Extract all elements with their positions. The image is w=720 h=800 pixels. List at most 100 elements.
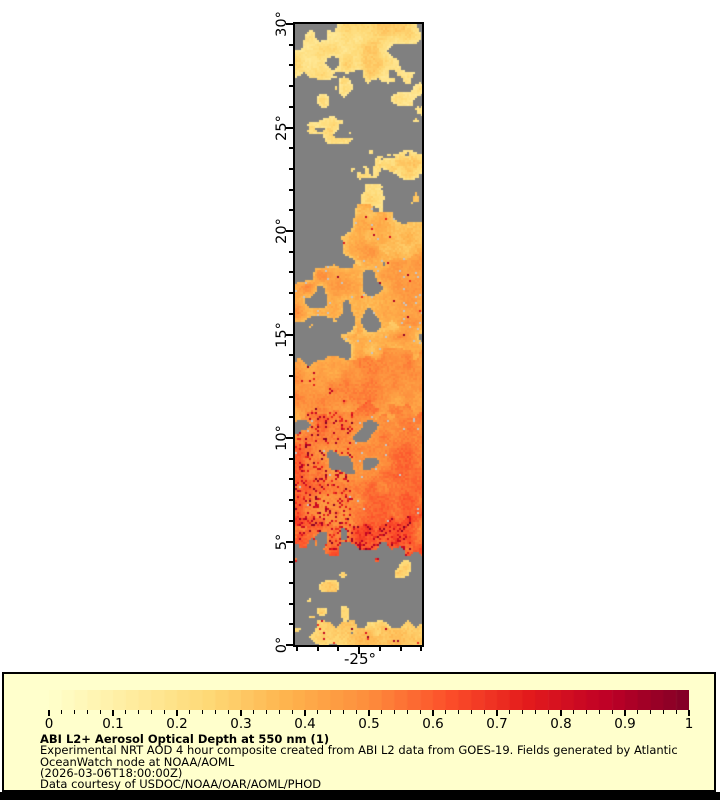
y-axis-major-tick	[286, 230, 293, 232]
y-axis-minor-tick	[289, 581, 293, 584]
y-axis-minor-tick	[289, 478, 293, 481]
y-axis-minor-tick	[289, 43, 293, 46]
y-axis-minor-tick	[289, 85, 293, 88]
colorbar-minor-tick	[458, 710, 460, 714]
colorbar-major-tick	[112, 710, 114, 716]
y-axis-minor-tick	[289, 395, 293, 398]
legend-panel: 0 0.1 0.2 0.3 0.4 0.5 0.6 0.7 0.8 0.9 1 ABI L2+ Ae…	[2, 672, 716, 792]
colorbar-minor-tick	[61, 710, 63, 714]
colorbar-major-tick	[368, 710, 370, 716]
colorbar-tick-label: 0	[44, 716, 54, 732]
y-axis-minor-tick	[289, 519, 293, 522]
colorbar-tick-label: 0.1	[102, 716, 124, 732]
y-axis-minor-tick	[289, 64, 293, 67]
colorbar-major-tick	[304, 710, 306, 716]
colorbar-minor-tick	[470, 710, 472, 714]
colorbar-minor-tick	[509, 710, 511, 714]
y-axis-major-tick	[286, 644, 293, 646]
x-axis-minor-tick	[378, 647, 381, 651]
legend-line-1: Experimental NRT AOD 4 hour composite cr…	[40, 743, 678, 758]
x-axis-minor-tick	[399, 647, 402, 651]
y-axis-label: 0°	[274, 636, 290, 654]
y-axis-minor-tick	[289, 354, 293, 357]
y-axis-minor-tick	[289, 167, 293, 170]
colorbar-minor-tick	[253, 710, 255, 714]
colorbar-minor-tick	[214, 710, 216, 714]
y-axis-minor-tick	[289, 602, 293, 605]
colorbar-minor-tick	[291, 710, 293, 714]
colorbar-minor-tick	[522, 710, 524, 714]
legend-title: ABI L2+ Aerosol Optical Depth at 550 nm …	[40, 732, 330, 746]
colorbar-minor-tick	[483, 710, 485, 714]
y-axis-label: 20°	[274, 218, 290, 244]
y-axis-major-tick	[286, 126, 293, 129]
colorbar-minor-tick	[381, 710, 383, 714]
colorbar-minor-tick	[598, 710, 600, 714]
colorbar-tick-label: 1	[684, 716, 694, 732]
colorbar-major-tick	[176, 710, 178, 716]
y-axis-minor-tick	[289, 292, 293, 295]
y-axis-minor-tick	[289, 271, 293, 274]
colorbar-tick-label: 0.5	[358, 716, 380, 732]
colorbar-minor-tick	[138, 710, 140, 714]
colorbar-minor-tick	[163, 710, 165, 714]
colorbar-minor-tick	[150, 710, 152, 714]
y-axis-minor-tick	[289, 457, 293, 460]
colorbar-minor-tick	[547, 710, 549, 714]
colorbar-minor-tick	[125, 710, 127, 714]
y-axis-minor-tick	[289, 105, 293, 108]
x-axis-minor-tick	[316, 647, 319, 651]
x-axis-major-tick	[358, 647, 361, 654]
colorbar-minor-tick	[637, 710, 639, 714]
colorbar-minor-tick	[227, 710, 229, 714]
colorbar-minor-tick	[266, 710, 268, 714]
y-axis-minor-tick	[289, 623, 293, 626]
colorbar-major-tick	[240, 710, 242, 716]
colorbar-canvas	[49, 690, 689, 710]
colorbar-tick-label: 0.8	[550, 716, 572, 732]
colorbar-minor-tick	[534, 710, 536, 714]
y-axis-minor-tick	[289, 561, 293, 564]
x-axis-minor-tick	[420, 647, 423, 651]
colorbar-major-tick	[560, 710, 562, 716]
colorbar-minor-tick	[330, 710, 332, 714]
x-axis-minor-tick	[337, 647, 340, 651]
colorbar-minor-tick	[202, 710, 204, 714]
y-axis-minor-tick	[289, 250, 293, 253]
colorbar-minor-tick	[355, 710, 357, 714]
y-axis-minor-tick	[289, 416, 293, 419]
colorbar-minor-tick	[74, 710, 76, 714]
colorbar-minor-tick	[573, 710, 575, 714]
colorbar-tick-label: 0.6	[422, 716, 444, 732]
y-axis-label: 5°	[274, 533, 290, 550]
colorbar-minor-tick	[99, 710, 101, 714]
y-axis-major-tick	[286, 540, 293, 543]
colorbar-minor-tick	[317, 710, 319, 714]
colorbar-major-tick	[432, 710, 434, 716]
y-axis-major-tick	[286, 437, 293, 439]
colorbar-minor-tick	[445, 710, 447, 714]
y-axis-label: 25°	[274, 114, 290, 141]
colorbar-major-tick	[688, 710, 690, 716]
x-axis-label: -25°	[344, 650, 376, 668]
map-frame	[293, 22, 424, 647]
colorbar-minor-tick	[586, 710, 588, 714]
colorbar-tick-label: 0.2	[166, 716, 188, 732]
y-axis-minor-tick	[289, 374, 293, 377]
colorbar-tick-label: 0.9	[614, 716, 636, 732]
colorbar-major-tick	[48, 710, 50, 716]
legend-line-4: Data courtesy of USDOC/NOAA/OAR/AOML/PHO…	[40, 777, 322, 792]
y-axis-major-tick	[286, 23, 293, 25]
legend-line-3: (2026-03-06T18:00:00Z)	[40, 766, 183, 781]
x-axis-minor-tick	[296, 647, 299, 651]
y-axis-minor-tick	[289, 209, 293, 212]
y-axis-minor-tick	[289, 188, 293, 191]
colorbar-minor-tick	[650, 710, 652, 714]
colorbar-minor-tick	[662, 710, 664, 714]
colorbar-minor-tick	[342, 710, 344, 714]
y-axis-label: 30°	[274, 11, 290, 37]
colorbar-tick-label: 0.4	[294, 716, 316, 732]
aod-map-canvas	[295, 24, 422, 645]
bottom-black-bar	[0, 792, 720, 800]
colorbar-minor-tick	[189, 710, 191, 714]
